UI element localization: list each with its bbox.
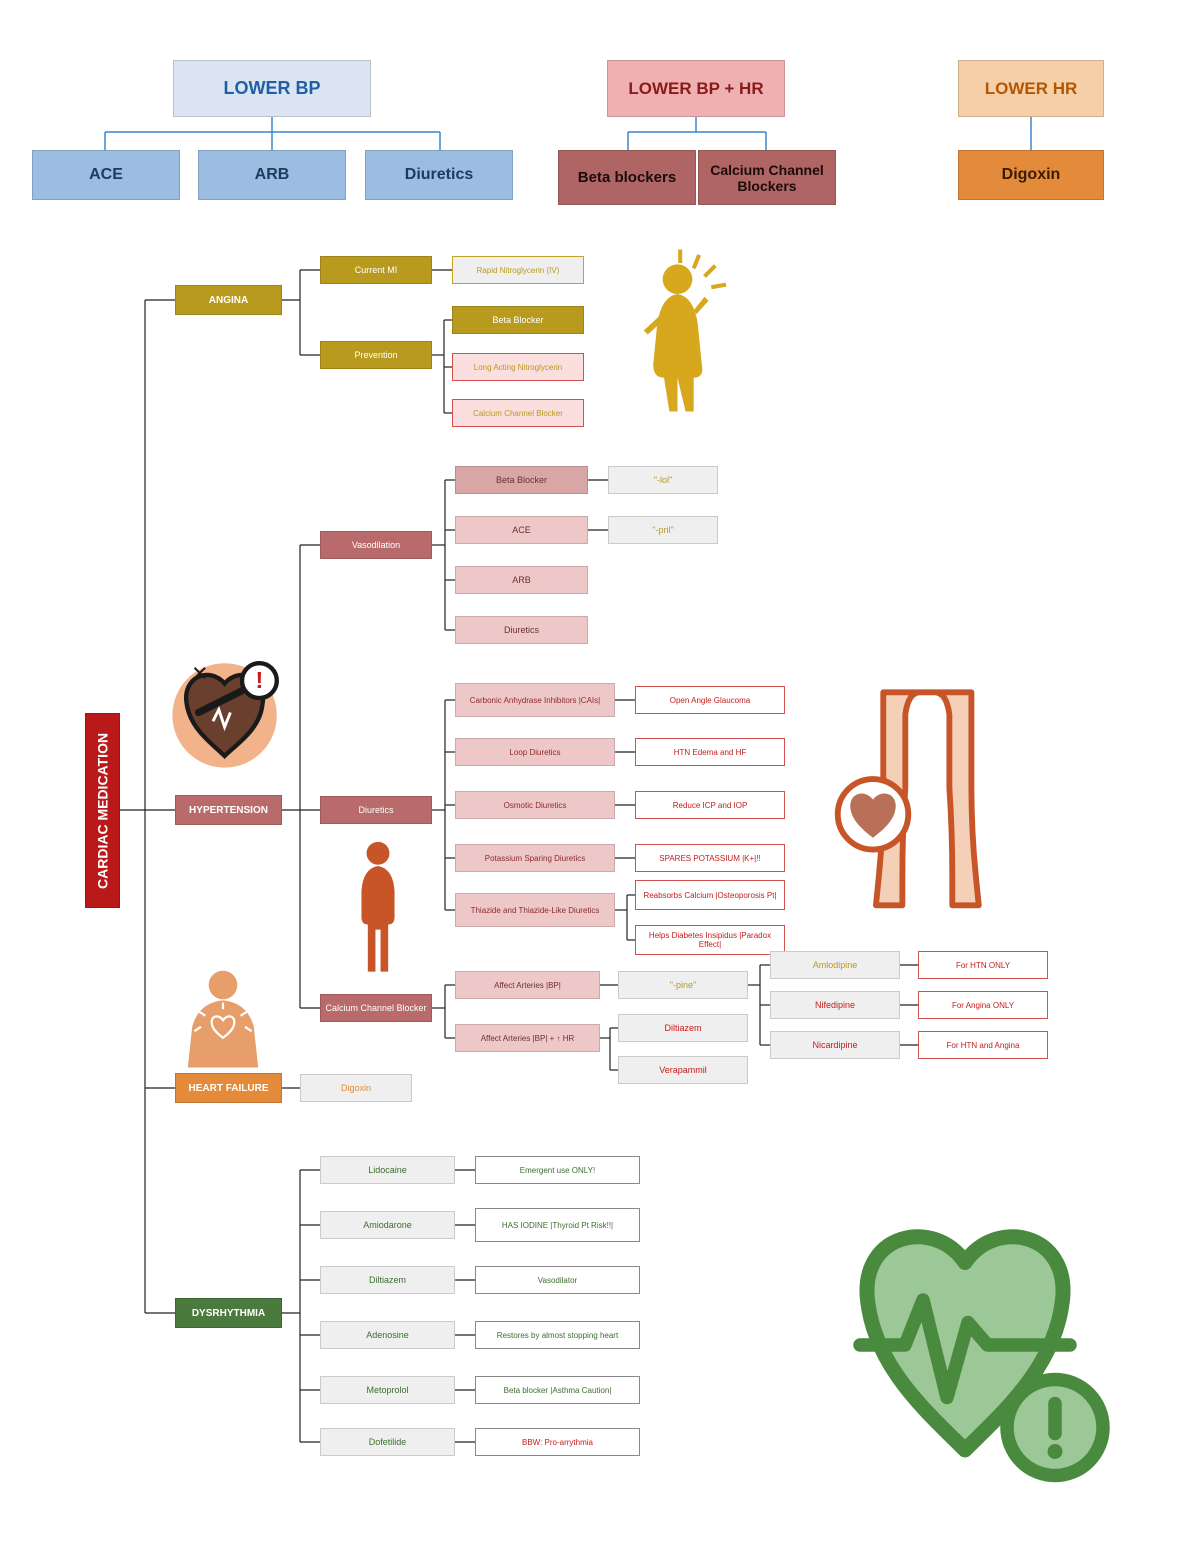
person-icon bbox=[338, 838, 418, 978]
cat-angina: ANGINA bbox=[175, 285, 282, 315]
top-beta-blockers: Beta blockers bbox=[558, 150, 696, 205]
diu-note-1: HTN Edema and HF bbox=[635, 738, 785, 766]
top-lower-bphr: LOWER BP + HR bbox=[607, 60, 785, 117]
torso-icon bbox=[168, 963, 278, 1073]
pine-note-2: For HTN and Angina bbox=[918, 1031, 1048, 1059]
dys-note-5: BBW: Pro-arrythmia bbox=[475, 1428, 640, 1456]
chest-pain-icon bbox=[610, 248, 745, 413]
diu-osmotic: Osmotic Diuretics bbox=[455, 791, 615, 819]
top-ccb: Calcium Channel Blockers bbox=[698, 150, 836, 205]
dys-drug-1: Amiodarone bbox=[320, 1211, 455, 1239]
pine-amlodipine: Amlodipine bbox=[770, 951, 900, 979]
diu-note-2: Reduce ICP and IOP bbox=[635, 791, 785, 819]
ccb-verapamil: Verapammil bbox=[618, 1056, 748, 1084]
vaso-arb: ARB bbox=[455, 566, 588, 594]
angina-ccb: Calcium Channel Blocker bbox=[452, 399, 584, 427]
angina-beta-blocker: Beta Blocker bbox=[452, 306, 584, 334]
dys-note-4: Beta blocker |Asthma Caution| bbox=[475, 1376, 640, 1404]
diu-note-0: Open Angle Glaucoma bbox=[635, 686, 785, 714]
vaso-diuretics: Diuretics bbox=[455, 616, 588, 644]
angina-rapid-ntg: Rapid Nitroglycerin (IV) bbox=[452, 256, 584, 284]
pine-nicardipine: Nicardipine bbox=[770, 1031, 900, 1059]
diu-cais: Carbonic Anhydrase Inhibitors |CAIs| bbox=[455, 683, 615, 717]
svg-text:✕: ✕ bbox=[191, 664, 208, 686]
top-diuretics: Diuretics bbox=[365, 150, 513, 200]
ccb-pine: "-pine" bbox=[618, 971, 748, 999]
top-arb: ARB bbox=[198, 150, 346, 200]
top-lower-bp: LOWER BP bbox=[173, 60, 371, 117]
angina-long-ntg: Long Acting Nitroglycerin bbox=[452, 353, 584, 381]
cat-heart-failure: HEART FAILURE bbox=[175, 1073, 282, 1103]
heart-badge-icon: ! ✕ bbox=[155, 640, 300, 785]
cat-hypertension: HYPERTENSION bbox=[175, 795, 282, 825]
pine-nifedipine: Nifedipine bbox=[770, 991, 900, 1019]
vaso-ace: ACE bbox=[455, 516, 588, 544]
ccb-bphr: Affect Arteries |BP| + ↑ HR bbox=[455, 1024, 600, 1052]
dys-drug-3: Adenosine bbox=[320, 1321, 455, 1349]
angina-prevention: Prevention bbox=[320, 341, 432, 369]
pine-note-1: For Angina ONLY bbox=[918, 991, 1048, 1019]
diu-note-4a: Reabsorbs Calcium |Osteoporosis Pt| bbox=[635, 880, 785, 910]
pine-note-0: For HTN ONLY bbox=[918, 951, 1048, 979]
ccb-bp: Affect Arteries |BP| bbox=[455, 971, 600, 999]
top-digoxin: Digoxin bbox=[958, 150, 1104, 200]
root-cardiac-medication: CARDIAC MEDICATION bbox=[85, 713, 120, 908]
vaso-suffix-pril: "-pril" bbox=[608, 516, 718, 544]
diu-ksparing: Potassium Sparing Diuretics bbox=[455, 844, 615, 872]
angina-current-mi: Current MI bbox=[320, 256, 432, 284]
vaso-suffix-lol: "-lol" bbox=[608, 466, 718, 494]
diu-note-3: SPARES POTASSIUM |K+|!! bbox=[635, 844, 785, 872]
hf-digoxin: Digoxin bbox=[300, 1074, 412, 1102]
htn-ccb: Calcium Channel Blocker bbox=[320, 994, 432, 1022]
dys-drug-0: Lidocaine bbox=[320, 1156, 455, 1184]
dys-drug-4: Metoprolol bbox=[320, 1376, 455, 1404]
top-ace: ACE bbox=[32, 150, 180, 200]
htn-vasodilation: Vasodilation bbox=[320, 531, 432, 559]
dys-note-2: Vasodilator bbox=[475, 1266, 640, 1294]
htn-diuretics: Diuretics bbox=[320, 796, 432, 824]
ccb-diltiazem: Diltiazem bbox=[618, 1014, 748, 1042]
cat-dysrhythmia: DYSRHYTHMIA bbox=[175, 1298, 282, 1328]
legs-icon bbox=[815, 685, 1025, 920]
top-lower-hr: LOWER HR bbox=[958, 60, 1104, 117]
dys-drug-5: Dofetilide bbox=[320, 1428, 455, 1456]
diu-thiazide: Thiazide and Thiazide-Like Diuretics bbox=[455, 893, 615, 927]
diu-note-4b: Helps Diabetes Insipidus |Paradox Effect… bbox=[635, 925, 785, 955]
ecg-heart-icon bbox=[815, 1200, 1115, 1490]
dys-note-0: Emergent use ONLY! bbox=[475, 1156, 640, 1184]
svg-text:!: ! bbox=[256, 667, 264, 693]
diagram-canvas: LOWER BP ACE ARB Diuretics LOWER BP + HR… bbox=[0, 0, 1200, 1553]
dys-note-1: HAS IODINE |Thyroid Pt Risk!!| bbox=[475, 1208, 640, 1242]
diu-loop: Loop Diuretics bbox=[455, 738, 615, 766]
dys-drug-2: Diltiazem bbox=[320, 1266, 455, 1294]
dys-note-3: Restores by almost stopping heart bbox=[475, 1321, 640, 1349]
vaso-beta-blocker: Beta Blocker bbox=[455, 466, 588, 494]
